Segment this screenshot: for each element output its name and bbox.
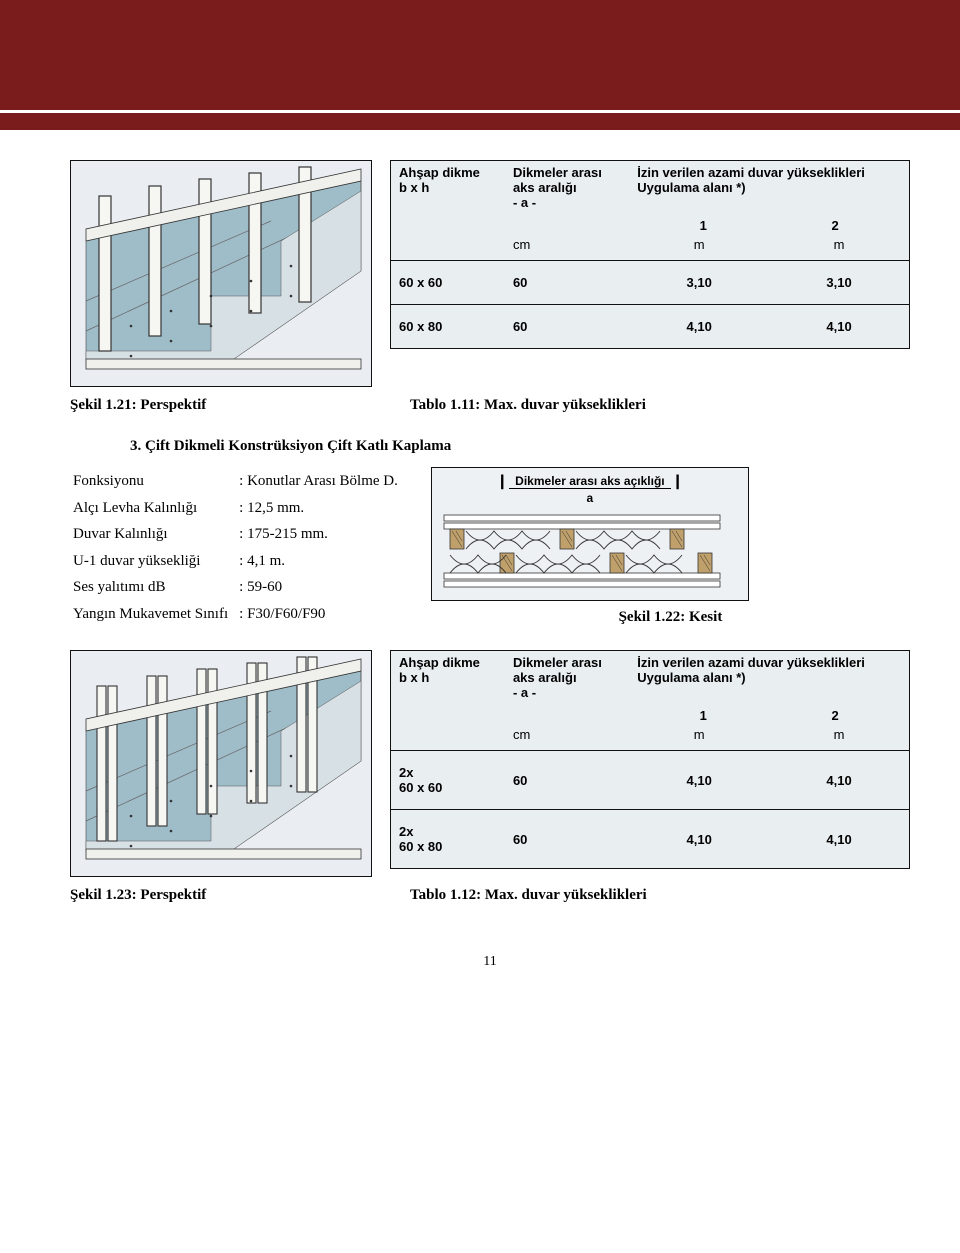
kesit-caption: Şekil 1.22: Kesit <box>431 609 910 626</box>
caption-table-2: Tablo 1.12: Max. duvar yükseklikleri <box>410 887 647 904</box>
perspective-figure-1 <box>70 160 372 387</box>
t2-r0-dim: 2x 60 x 60 <box>391 751 505 810</box>
data-table-2: Ahşap dikme b x h Dikmeler arası aks ara… <box>390 650 910 869</box>
t2-u1: cm <box>505 727 629 751</box>
t1-h3: İzin verilen azami duvar yükseklikleri U… <box>629 161 909 214</box>
t1-r0-a: 60 <box>505 261 629 305</box>
table-row: 2x 60 x 60 60 4,10 4,10 <box>391 751 909 810</box>
t1-sub1: 1 <box>700 218 707 233</box>
kesit-top-label: Dikmeler arası aks açıklığı <box>509 474 670 489</box>
t2-h2: Dikmeler arası aks aralığı - a - <box>505 651 629 704</box>
wall-svg-2 <box>71 651 371 871</box>
spec-k3: Duvar Kalınlığı <box>72 522 236 547</box>
t2-u3: m <box>769 727 909 751</box>
spec-v4: : 4,1 m. <box>238 549 399 574</box>
spec-v2: : 12,5 mm. <box>238 496 399 521</box>
page-number: 11 <box>70 954 910 970</box>
t1-r1-h2: 4,10 <box>769 305 909 349</box>
t1-h1: Ahşap dikme b x h <box>391 161 505 214</box>
t1-sub2: 2 <box>831 218 838 233</box>
t1-u3: m <box>769 237 909 261</box>
t2-r1-h1: 4,10 <box>629 810 769 869</box>
t2-r0-h1: 4,10 <box>629 751 769 810</box>
kesit-svg <box>440 511 724 591</box>
t1-u1: cm <box>505 237 629 261</box>
kesit-figure: ┃ Dikmeler arası aks açıklığı ┃ a <box>431 467 749 601</box>
t1-r0-h2: 3,10 <box>769 261 909 305</box>
t2-u2: m <box>629 727 769 751</box>
data-table-1: Ahşap dikme b x h Dikmeler arası aks ara… <box>390 160 910 349</box>
t2-r1-a: 60 <box>505 810 629 869</box>
figure-table-row-1: Ahşap dikme b x h Dikmeler arası aks ara… <box>70 160 910 387</box>
kesit-a: a <box>440 491 740 505</box>
t2-r0-h2: 4,10 <box>769 751 909 810</box>
section-title: 3. Çift Dikmeli Konstrüksiyon Çift Katlı… <box>130 438 910 455</box>
t1-r0-h1: 3,10 <box>629 261 769 305</box>
spec-k1: Fonksiyonu <box>72 469 236 494</box>
spec-v1: : Konutlar Arası Bölme D. <box>238 469 399 494</box>
t2-sub2: 2 <box>831 708 838 723</box>
header-band <box>0 0 960 130</box>
caption-row-2: Şekil 1.23: Perspektif Tablo 1.12: Max. … <box>70 887 910 904</box>
spec-list: Fonksiyonu: Konutlar Arası Bölme D. Alçı… <box>70 467 401 628</box>
spec-k4: U-1 duvar yüksekliği <box>72 549 236 574</box>
t2-sub1: 1 <box>700 708 707 723</box>
table-row: 2x 60 x 80 60 4,10 4,10 <box>391 810 909 869</box>
spec-v6: : F30/F60/F90 <box>238 602 399 627</box>
t2-r0-a: 60 <box>505 751 629 810</box>
t2-h1: Ahşap dikme b x h <box>391 651 505 704</box>
t1-r1-dim: 60 x 80 <box>391 305 505 349</box>
t1-u2: m <box>629 237 769 261</box>
caption-perspective-2: Şekil 1.23: Perspektif <box>70 887 370 904</box>
caption-row-1: Şekil 1.21: Perspektif Tablo 1.11: Max. … <box>70 397 910 414</box>
caption-table-1: Tablo 1.11: Max. duvar yükseklikleri <box>410 397 646 414</box>
spec-k5: Ses yalıtımı dB <box>72 575 236 600</box>
t2-h3: İzin verilen azami duvar yükseklikleri U… <box>629 651 909 704</box>
spec-k6: Yangın Mukavemet Sınıfı <box>72 602 236 627</box>
perspective-figure-2 <box>70 650 372 877</box>
table-row: 60 x 80 60 4,10 4,10 <box>391 305 909 349</box>
spec-k2: Alçı Levha Kalınlığı <box>72 496 236 521</box>
table-row: 60 x 60 60 3,10 3,10 <box>391 261 909 305</box>
spec-v3: : 175-215 mm. <box>238 522 399 547</box>
t1-r0-dim: 60 x 60 <box>391 261 505 305</box>
caption-perspective-1: Şekil 1.21: Perspektif <box>70 397 370 414</box>
wall-svg-1 <box>71 161 371 381</box>
t1-r1-a: 60 <box>505 305 629 349</box>
t2-r1-h2: 4,10 <box>769 810 909 869</box>
t1-r1-h1: 4,10 <box>629 305 769 349</box>
spec-v5: : 59-60 <box>238 575 399 600</box>
t2-r1-dim: 2x 60 x 80 <box>391 810 505 869</box>
figure-table-row-2: Ahşap dikme b x h Dikmeler arası aks ara… <box>70 650 910 877</box>
header-divider <box>0 110 960 113</box>
t1-h2: Dikmeler arası aks aralığı - a - <box>505 161 629 214</box>
